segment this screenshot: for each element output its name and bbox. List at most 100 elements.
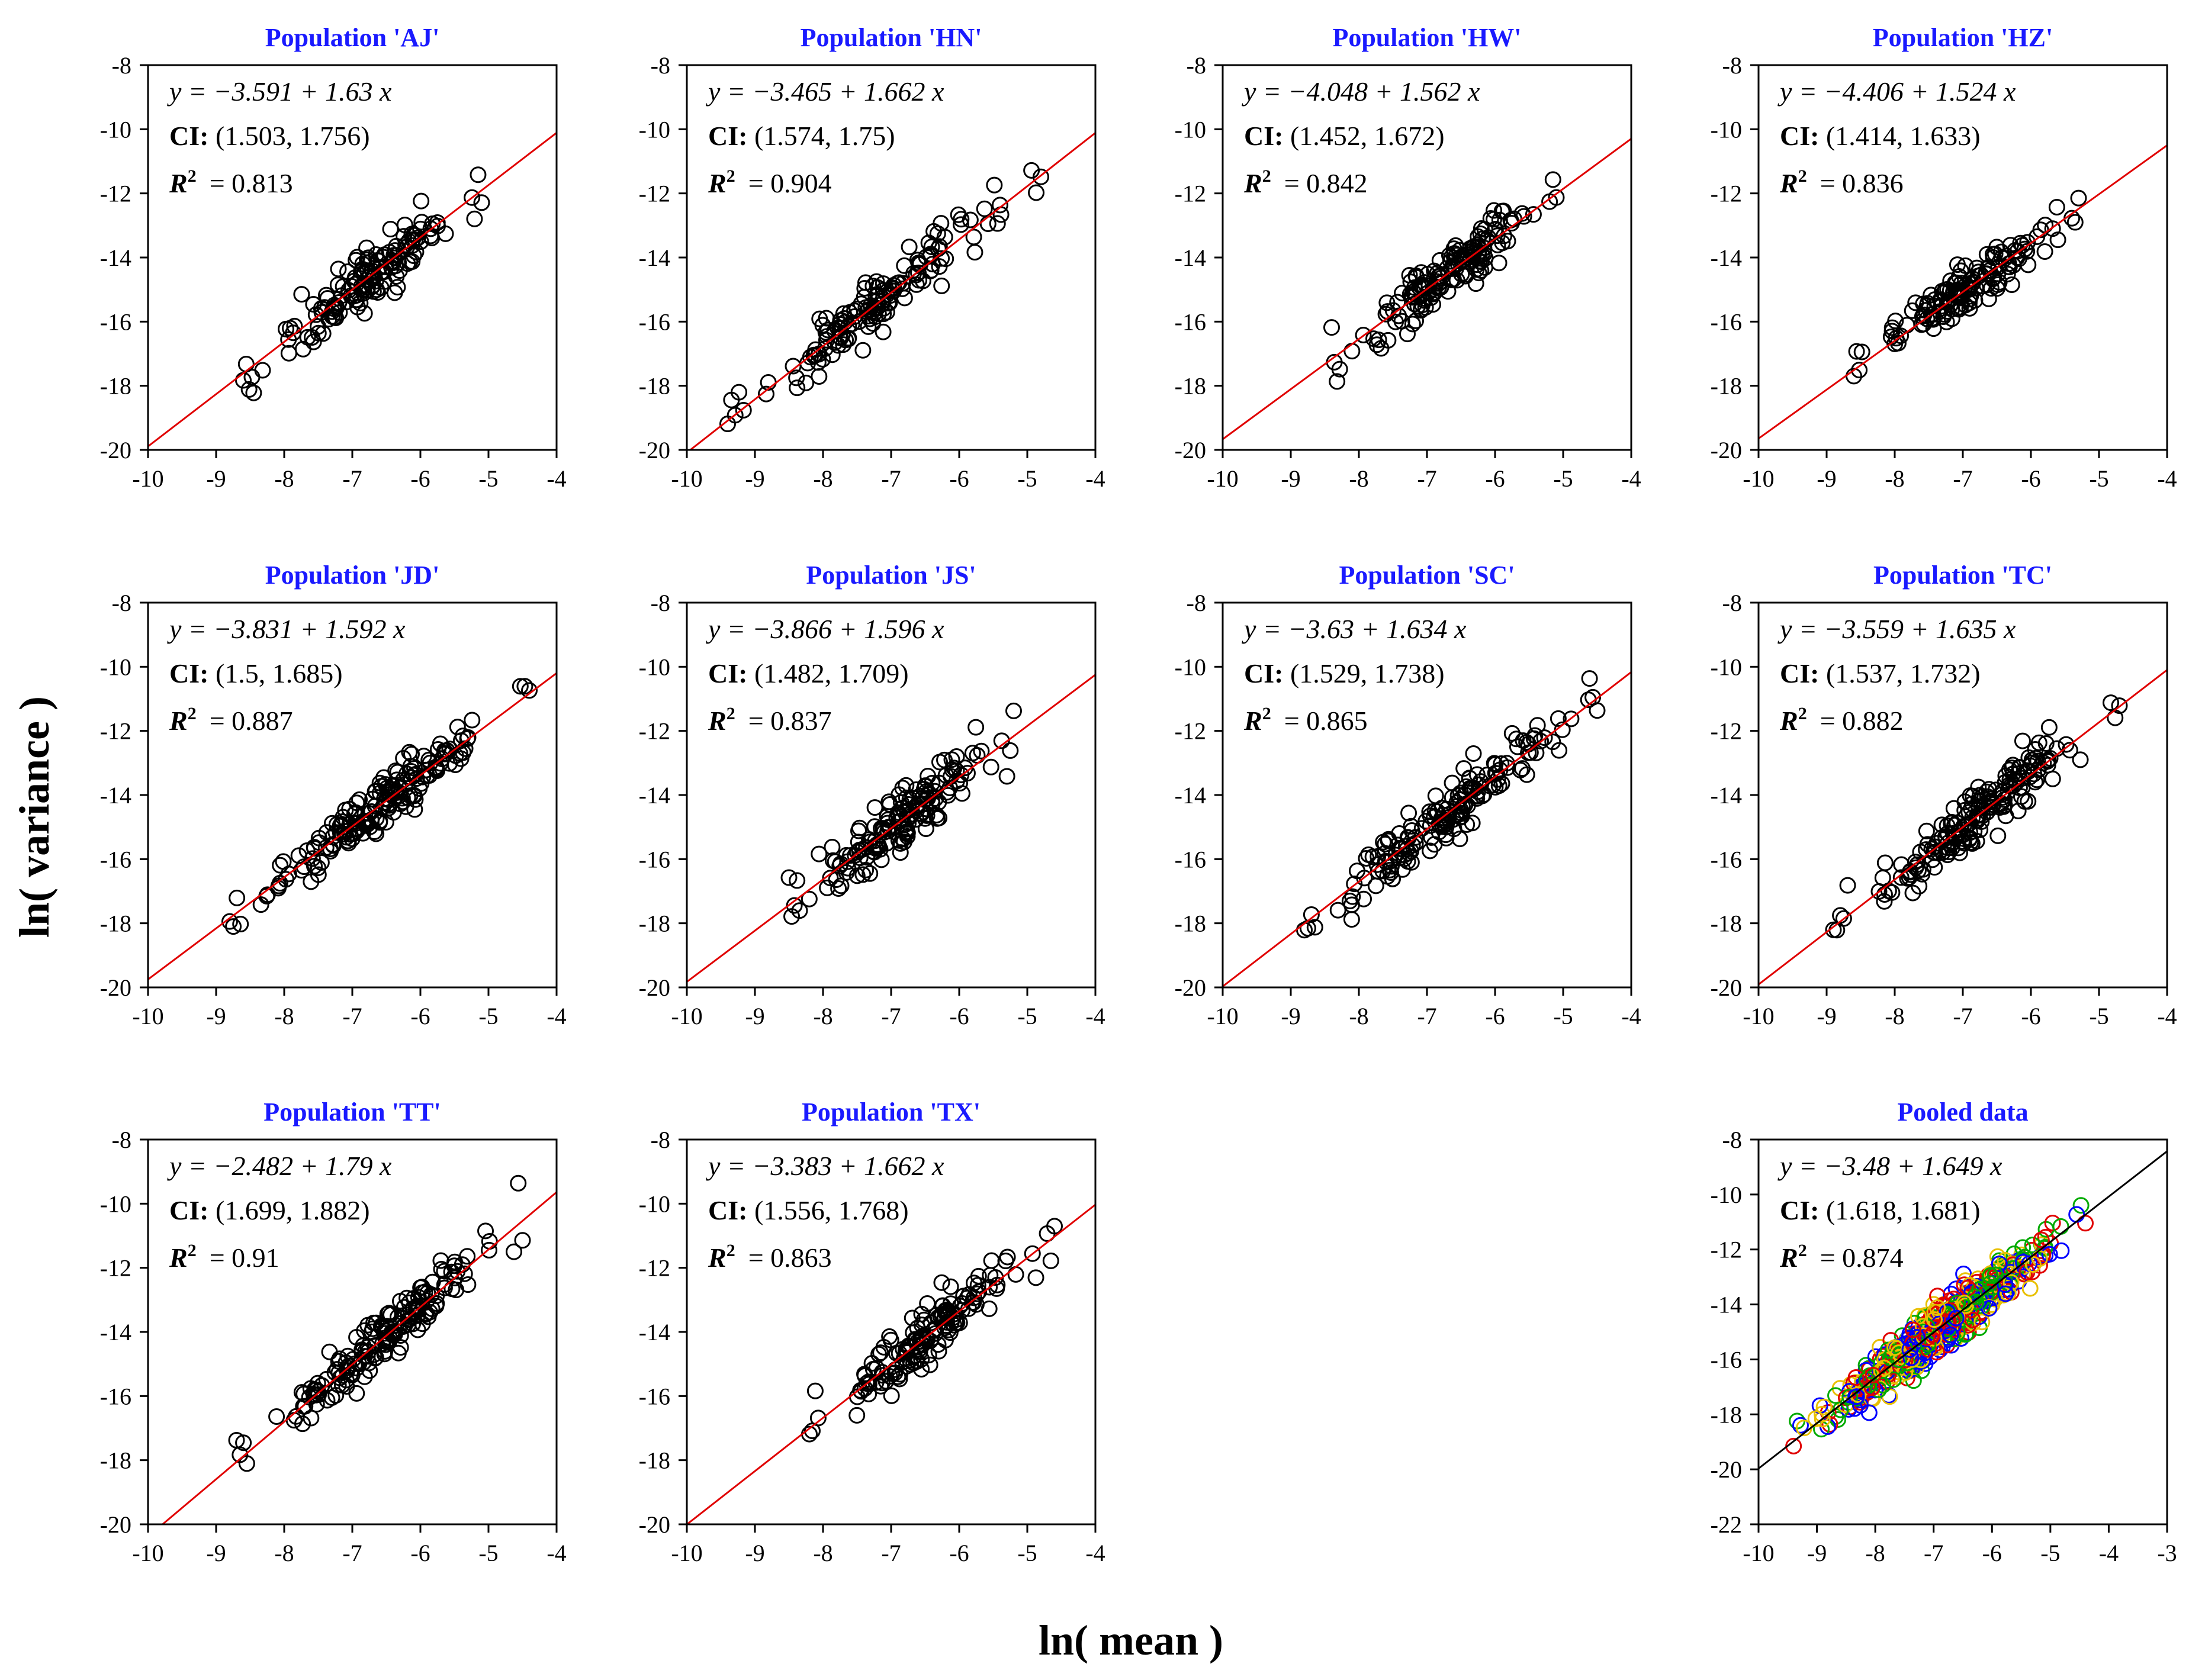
data-point (1996, 250, 2013, 267)
r2-line: R2 = 0.882 (1779, 704, 1904, 736)
data-point (405, 1301, 422, 1318)
x-axis-title: ln( mean ) (1039, 1617, 1223, 1664)
x-tick-label: -4 (1085, 1003, 1105, 1029)
data-point (846, 302, 863, 319)
y-tick-label: -20 (639, 437, 670, 464)
data-point (1957, 257, 1974, 274)
panel-title: Population 'TX' (802, 1098, 981, 1127)
data-point (1942, 1327, 1959, 1344)
panel-title: Population 'HZ' (1873, 23, 2053, 52)
data-point (1885, 1371, 1902, 1388)
data-point (2035, 754, 2052, 771)
r2-label: R (1779, 1243, 1798, 1273)
panel-7: Population 'SC' -10 -9 -8 -7 -6 -5 -4 -8 -10 -12 -1… (1175, 561, 1641, 1029)
x-tick-label: -7 (1953, 465, 1972, 492)
data-point (864, 278, 882, 295)
data-point (991, 197, 1008, 214)
data-point (376, 246, 393, 263)
r2-value: = 0.904 (748, 168, 832, 198)
data-point (1005, 702, 1022, 719)
data-point (327, 310, 345, 327)
ci-value: (1.699, 1.882) (216, 1195, 370, 1225)
data-point (918, 807, 936, 824)
x-tick-label: -5 (2040, 1540, 2060, 1566)
data-point (1403, 842, 1420, 860)
data-point (388, 237, 405, 255)
data-point (822, 870, 839, 887)
data-point (337, 1372, 355, 1389)
data-point (819, 879, 836, 896)
data-point (1874, 869, 1891, 886)
scatter-points (1323, 171, 1565, 390)
panel-title: Population 'TC' (1873, 561, 2052, 590)
y-tick-label: -8 (1187, 52, 1206, 79)
data-point (396, 216, 413, 233)
data-point (477, 1222, 494, 1240)
data-point (2024, 1237, 2041, 1254)
data-point (1964, 1311, 1981, 1328)
data-point (1888, 330, 1905, 347)
x-tick-label: -4 (2099, 1540, 2119, 1566)
data-point (1839, 877, 1856, 894)
ci-line: CI: (1.414, 1.633) (1780, 121, 1981, 151)
data-point (1344, 888, 1361, 905)
data-point (1956, 793, 1973, 810)
data-point (885, 281, 902, 298)
y-tick-label: -14 (639, 782, 670, 809)
data-point (322, 842, 339, 860)
data-point (1851, 362, 1868, 379)
data-point (2052, 1218, 2069, 1235)
data-point (470, 166, 487, 184)
x-tick-label: -7 (881, 1540, 901, 1566)
data-point (2014, 1254, 2032, 1271)
data-point (364, 1320, 381, 1337)
data-point (727, 407, 744, 424)
data-point (1913, 316, 1930, 333)
data-point (1848, 1388, 1865, 1405)
data-point (869, 292, 886, 309)
data-point (866, 799, 883, 816)
y-tick-label: -20 (100, 437, 131, 464)
data-point (967, 719, 985, 736)
data-point (1949, 256, 1966, 273)
data-point (1368, 856, 1386, 873)
data-point (443, 1263, 460, 1280)
data-point (891, 1370, 908, 1388)
data-point (869, 286, 886, 303)
data-point (1911, 878, 1928, 895)
data-point (1438, 819, 1455, 836)
data-point (348, 1385, 365, 1402)
data-point (811, 368, 828, 385)
data-point (1439, 283, 1457, 300)
x-tick-label: -9 (206, 465, 226, 492)
x-tick-label: -6 (949, 1540, 969, 1566)
data-point (1306, 919, 1323, 936)
x-tick-label: -7 (1953, 1003, 1972, 1029)
data-point (898, 1358, 915, 1375)
data-point (1473, 220, 1490, 237)
data-point (951, 1314, 968, 1331)
scatter-points (1846, 189, 2087, 385)
r2-superscript: 2 (1262, 704, 1271, 723)
data-point (295, 1398, 312, 1415)
data-point (1422, 842, 1439, 860)
x-tick-label: -7 (1417, 1003, 1436, 1029)
data-point (1961, 829, 1978, 847)
y-tick-label: -12 (639, 181, 670, 207)
data-point (981, 1300, 998, 1317)
data-point (831, 320, 848, 337)
r2-line: R2 = 0.874 (1779, 1241, 1904, 1273)
data-point (464, 189, 481, 206)
data-point (1977, 265, 1994, 282)
scatter-points (801, 1218, 1063, 1443)
ci-value: (1.574, 1.75) (754, 121, 895, 151)
data-point (1490, 255, 1507, 272)
y-tick-label: -8 (1722, 1127, 1742, 1153)
y-tick-label: -16 (639, 846, 670, 873)
regression-line (148, 672, 557, 980)
data-point (512, 678, 529, 695)
data-point (238, 1455, 255, 1472)
x-tick-label: -6 (1982, 1540, 2002, 1566)
data-point (1937, 829, 1955, 847)
x-tick-label: -8 (274, 1003, 294, 1029)
